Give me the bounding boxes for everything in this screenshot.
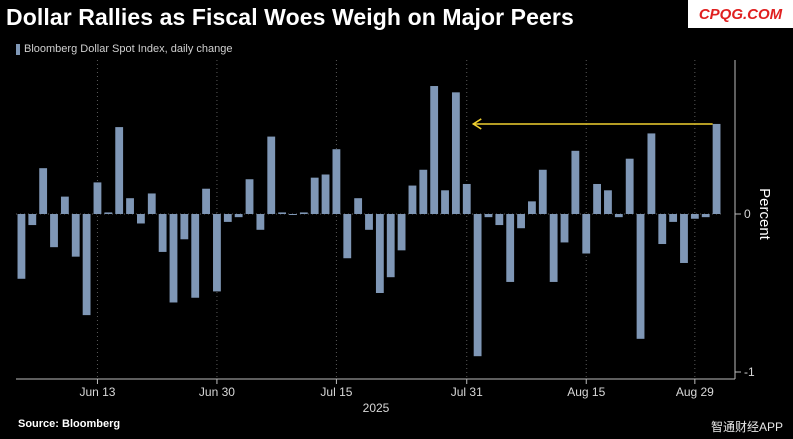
chart-title: Dollar Rallies as Fiscal Woes Weigh on M… (6, 4, 574, 30)
bar (647, 133, 656, 214)
legend-label: Bloomberg Dollar Spot Index, daily chang… (24, 43, 233, 55)
bar (571, 150, 580, 214)
bar (202, 188, 210, 214)
bar (343, 214, 352, 259)
bar (636, 214, 645, 339)
bar (408, 185, 417, 214)
bar (625, 158, 634, 214)
bar (462, 183, 471, 214)
y-tick-label: 0 (744, 207, 751, 221)
bar (495, 214, 504, 226)
bar (549, 214, 558, 282)
bar (451, 92, 460, 214)
bar (191, 214, 200, 298)
bar (517, 214, 525, 229)
bar (690, 214, 699, 219)
bar (169, 214, 178, 303)
bar (386, 214, 395, 278)
bar (375, 214, 384, 293)
bar (321, 174, 330, 214)
legend-swatch (16, 43, 20, 55)
bar (560, 214, 569, 243)
bar (147, 193, 156, 214)
bar (430, 86, 439, 214)
bar (28, 214, 37, 226)
bar (658, 214, 667, 245)
annotation-arrow-head (471, 118, 482, 130)
bar (289, 214, 297, 215)
bar (604, 190, 612, 214)
x-tick-label: Aug 15 (567, 385, 605, 399)
bar (354, 198, 363, 214)
bar (299, 212, 308, 214)
bar (701, 214, 710, 218)
y-tick-label: -1 (744, 365, 755, 379)
bar (614, 214, 623, 218)
bar (104, 212, 113, 214)
bar (310, 177, 319, 214)
x-axis-title: 2025 (363, 401, 390, 415)
source-note: Source: Bloomberg (18, 418, 121, 430)
bar (82, 214, 91, 316)
bar (158, 214, 167, 252)
bar (267, 136, 276, 214)
bar (50, 214, 58, 248)
bar (39, 168, 48, 214)
bar (528, 201, 536, 214)
bar (419, 169, 428, 214)
watermark-logo: CPQG.COM (688, 0, 793, 28)
y-axis-title: Percent (756, 188, 773, 241)
bar (115, 127, 124, 214)
bar (136, 214, 145, 224)
bar (593, 183, 602, 214)
x-tick-label: Jun 30 (199, 385, 235, 399)
bar (278, 212, 287, 214)
x-tick-label: Jun 13 (79, 385, 115, 399)
bar (582, 214, 591, 254)
bar (397, 214, 406, 251)
x-tick-label: Aug 29 (676, 385, 714, 399)
x-tick-label: Jul 31 (451, 385, 483, 399)
bar (712, 123, 721, 214)
bar (71, 214, 80, 257)
bar (473, 214, 482, 357)
bar (223, 214, 232, 222)
bar (332, 149, 341, 214)
bar (180, 214, 189, 240)
bar (365, 214, 373, 230)
x-tick-label: Jul 15 (320, 385, 352, 399)
bar (484, 214, 493, 218)
bar (234, 214, 243, 218)
bar (680, 214, 688, 263)
bar (17, 214, 26, 279)
bar (506, 214, 515, 282)
bar (245, 179, 254, 214)
credit-watermark: 智通财经APP (710, 420, 783, 434)
bar (441, 190, 449, 214)
bar (60, 196, 69, 214)
legend: Bloomberg Dollar Spot Index, daily chang… (16, 43, 233, 55)
bar (538, 169, 547, 214)
bar (256, 214, 265, 230)
bar (93, 182, 102, 214)
bar (213, 214, 221, 292)
bar (669, 214, 678, 222)
bar (126, 198, 134, 214)
